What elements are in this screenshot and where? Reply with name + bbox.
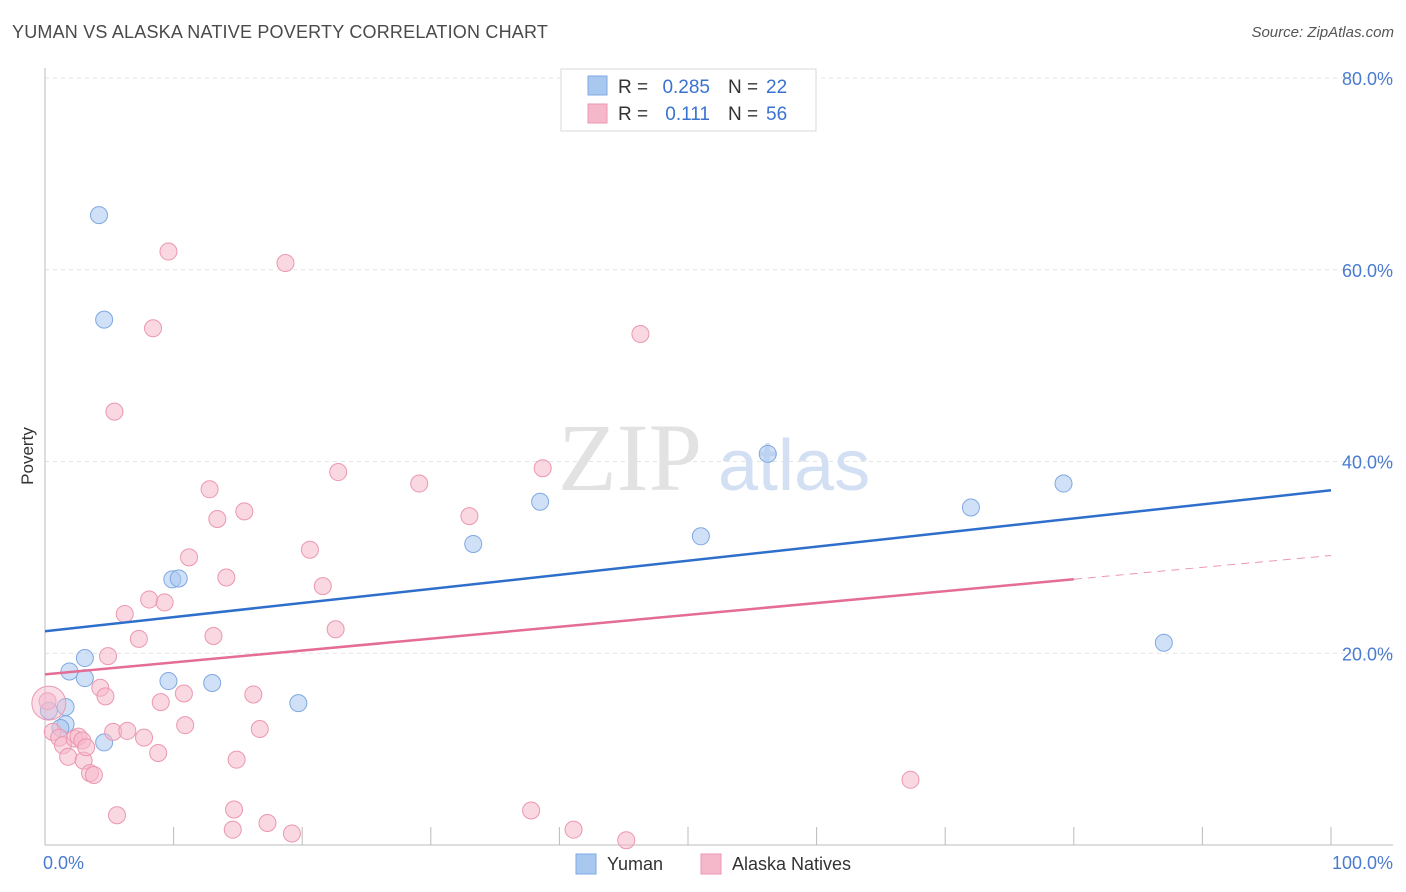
legend-swatch-yuman	[587, 75, 608, 96]
point-alaska-natives-24	[149, 743, 168, 762]
point-alaska-natives-50	[522, 801, 541, 820]
point-alaska-natives-47	[329, 463, 348, 482]
point-alaska-natives-40	[250, 719, 269, 738]
legend-n-label-yuman: N =	[728, 77, 758, 98]
point-alaska-natives-29	[176, 716, 195, 735]
point-alaska-natives-32	[204, 626, 223, 645]
series-legend-swatch-alaska-natives	[700, 853, 722, 875]
point-alaska-natives-37	[227, 750, 246, 769]
point-alaska-natives-0	[38, 692, 57, 711]
legend-n-value-alaska-natives: 56	[766, 104, 787, 125]
chart-source: Source: ZipAtlas.com	[1251, 24, 1394, 41]
point-alaska-natives-33	[208, 510, 227, 529]
point-alaska-natives-42	[276, 254, 295, 273]
y-tick-label-3: 80.0%	[1342, 69, 1393, 89]
legend-r-value-alaska-natives: 0.111	[665, 104, 710, 125]
y-tick-label-0: 20.0%	[1342, 644, 1393, 664]
series-legend-label-alaska-natives: Alaska Natives	[732, 854, 851, 874]
x-tick-label-1: 100.0%	[1332, 853, 1393, 873]
series-legend: Yuman Alaska Natives	[575, 853, 851, 875]
point-yuman-18	[961, 498, 980, 517]
point-yuman-15	[531, 492, 550, 511]
point-alaska-natives-18	[115, 604, 134, 623]
point-yuman-11	[169, 569, 188, 588]
legend-n-value-yuman: 22	[766, 77, 787, 98]
stats-legend: R = 0.285 N = 22 R = 0.111 N = 56	[560, 68, 817, 132]
watermark-atlas: atlas	[718, 426, 870, 506]
point-yuman-12	[203, 673, 222, 692]
trend-line-yuman	[44, 489, 1332, 633]
point-yuman-13	[289, 694, 308, 713]
point-alaska-natives-38	[235, 502, 254, 521]
series-legend-swatch-yuman	[575, 853, 597, 875]
point-yuman-16	[691, 527, 710, 546]
point-alaska-natives-51	[533, 459, 552, 478]
point-alaska-natives-35	[223, 820, 242, 839]
point-alaska-natives-43	[282, 824, 301, 843]
legend-n-label-alaska-natives: N =	[728, 104, 758, 125]
point-yuman-7	[90, 206, 109, 225]
point-alaska-natives-9	[77, 738, 96, 757]
point-alaska-natives-17	[108, 806, 127, 825]
point-alaska-natives-55	[901, 770, 920, 789]
point-alaska-natives-53	[617, 831, 636, 850]
watermark: ZIP atlas	[558, 404, 870, 511]
watermark-zip: ZIP	[558, 404, 702, 511]
point-alaska-natives-19	[118, 721, 137, 740]
trend-line-extension-alaska-natives	[1073, 554, 1332, 580]
point-alaska-natives-52	[564, 820, 583, 839]
point-alaska-natives-26	[155, 593, 174, 612]
point-alaska-natives-28	[174, 684, 193, 703]
point-alaska-natives-20	[129, 629, 148, 648]
point-alaska-natives-16	[105, 402, 124, 421]
point-alaska-natives-48	[410, 474, 429, 493]
legend-swatch-alaska-natives	[587, 103, 608, 124]
point-alaska-natives-46	[326, 620, 345, 639]
point-alaska-natives-27	[159, 242, 178, 261]
legend-r-value-yuman: 0.285	[662, 77, 710, 98]
point-alaska-natives-44	[300, 540, 319, 559]
point-yuman-9	[159, 672, 178, 691]
trend-lines	[44, 489, 1332, 676]
point-alaska-natives-30	[180, 548, 199, 567]
grid-lines	[45, 77, 1393, 654]
tick-labels: 20.0% 40.0% 60.0% 80.0% 0.0% 100.0%	[43, 69, 1393, 873]
y-tick-label-2: 60.0%	[1342, 261, 1393, 281]
point-alaska-natives-49	[460, 507, 479, 526]
point-alaska-natives-22	[140, 590, 159, 609]
chart-title: YUMAN VS ALASKA NATIVE POVERTY CORRELATI…	[12, 22, 549, 42]
point-alaska-natives-21	[135, 728, 154, 747]
point-yuman-4	[75, 649, 94, 668]
point-alaska-natives-4	[59, 747, 78, 766]
point-yuman-19	[1054, 474, 1073, 493]
y-axis-label: Poverty	[18, 427, 37, 485]
point-alaska-natives-54	[631, 324, 650, 343]
data-points	[31, 206, 1173, 850]
point-alaska-natives-cluster	[31, 685, 67, 721]
point-alaska-natives-34	[217, 568, 236, 587]
point-alaska-natives-36	[225, 800, 244, 819]
point-alaska-natives-31	[200, 480, 219, 499]
point-yuman-8	[95, 310, 114, 329]
x-tick-label-0: 0.0%	[43, 853, 84, 873]
point-alaska-natives-11	[84, 766, 103, 785]
point-alaska-natives-41	[258, 813, 277, 832]
point-alaska-natives-39	[244, 685, 263, 704]
series-legend-label-yuman: Yuman	[607, 854, 663, 874]
y-tick-label-1: 40.0%	[1342, 453, 1393, 473]
point-alaska-natives-45	[313, 577, 332, 596]
point-yuman-20	[1154, 633, 1173, 652]
point-alaska-natives-13	[96, 687, 115, 706]
point-alaska-natives-14	[99, 647, 118, 666]
legend-r-label-yuman: R =	[618, 77, 648, 98]
legend-r-label-alaska-natives: R =	[618, 104, 648, 125]
point-yuman-14	[464, 534, 483, 553]
point-yuman-17	[758, 444, 777, 463]
trend-line-alaska-natives	[44, 577, 1074, 676]
point-alaska-natives-23	[144, 319, 163, 338]
point-alaska-natives-25	[151, 693, 170, 712]
